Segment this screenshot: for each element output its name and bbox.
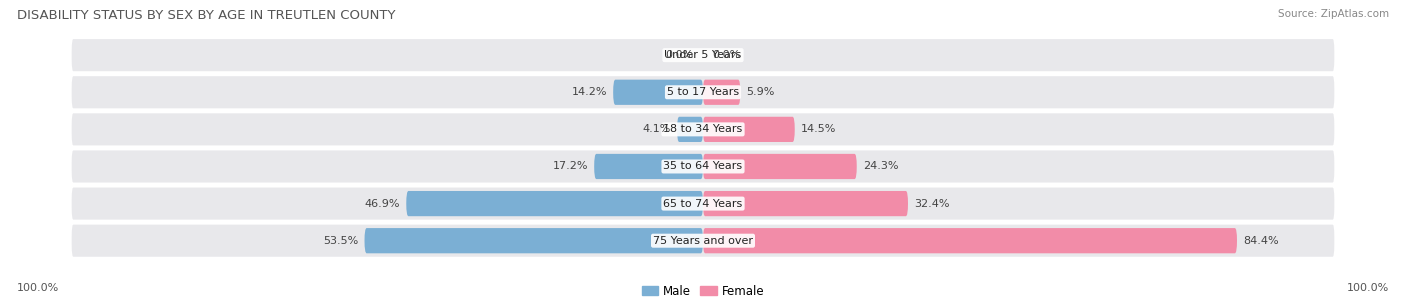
FancyBboxPatch shape [613, 80, 703, 105]
Text: 14.5%: 14.5% [801, 124, 837, 135]
Text: 5.9%: 5.9% [747, 87, 775, 97]
Text: 46.9%: 46.9% [364, 199, 399, 209]
Text: 24.3%: 24.3% [863, 161, 898, 171]
FancyBboxPatch shape [70, 186, 1336, 221]
Text: 84.4%: 84.4% [1243, 236, 1279, 246]
FancyBboxPatch shape [70, 149, 1336, 184]
Text: 32.4%: 32.4% [914, 199, 950, 209]
Text: 100.0%: 100.0% [17, 283, 59, 293]
Text: 35 to 64 Years: 35 to 64 Years [664, 161, 742, 171]
FancyBboxPatch shape [70, 38, 1336, 73]
Text: 75 Years and over: 75 Years and over [652, 236, 754, 246]
Text: 14.2%: 14.2% [571, 87, 607, 97]
Text: Under 5 Years: Under 5 Years [665, 50, 741, 60]
FancyBboxPatch shape [364, 228, 703, 253]
FancyBboxPatch shape [703, 117, 794, 142]
FancyBboxPatch shape [406, 191, 703, 216]
FancyBboxPatch shape [703, 191, 908, 216]
FancyBboxPatch shape [70, 75, 1336, 110]
Text: 0.0%: 0.0% [713, 50, 741, 60]
Text: 18 to 34 Years: 18 to 34 Years [664, 124, 742, 135]
Text: 0.0%: 0.0% [665, 50, 693, 60]
Text: 5 to 17 Years: 5 to 17 Years [666, 87, 740, 97]
FancyBboxPatch shape [703, 154, 856, 179]
Legend: Male, Female: Male, Female [637, 280, 769, 302]
FancyBboxPatch shape [703, 228, 1237, 253]
FancyBboxPatch shape [70, 112, 1336, 147]
Text: 4.1%: 4.1% [643, 124, 671, 135]
Text: 17.2%: 17.2% [553, 161, 588, 171]
Text: 53.5%: 53.5% [323, 236, 359, 246]
Text: 65 to 74 Years: 65 to 74 Years [664, 199, 742, 209]
FancyBboxPatch shape [678, 117, 703, 142]
Text: 100.0%: 100.0% [1347, 283, 1389, 293]
FancyBboxPatch shape [70, 223, 1336, 258]
FancyBboxPatch shape [703, 80, 741, 105]
Text: Source: ZipAtlas.com: Source: ZipAtlas.com [1278, 9, 1389, 19]
Text: DISABILITY STATUS BY SEX BY AGE IN TREUTLEN COUNTY: DISABILITY STATUS BY SEX BY AGE IN TREUT… [17, 9, 395, 22]
FancyBboxPatch shape [595, 154, 703, 179]
